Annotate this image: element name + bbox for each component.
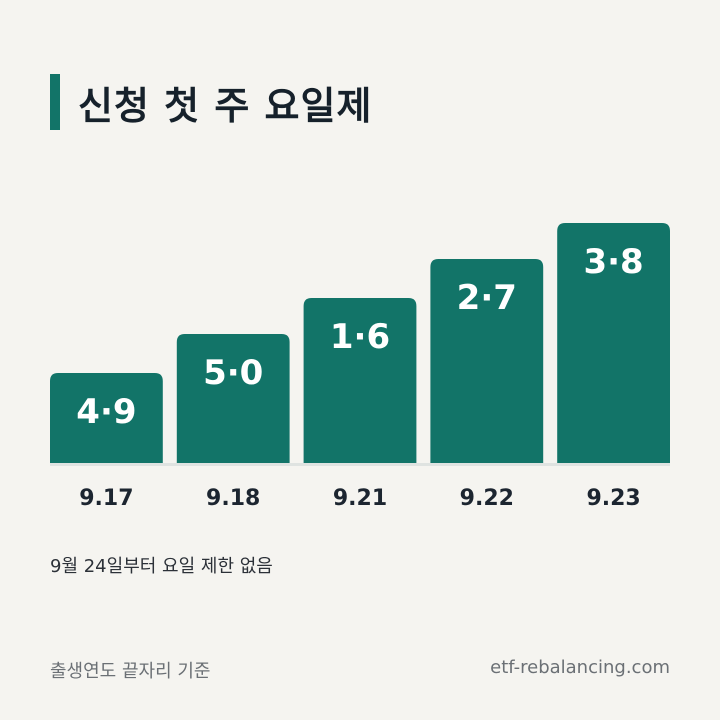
- bar-data-label: 1·6: [330, 317, 390, 357]
- chart-bar: [430, 259, 544, 463]
- chart-bar: [50, 373, 163, 463]
- bar-data-label: 4·9: [76, 392, 136, 432]
- x-tick-label: 9.18: [206, 486, 260, 511]
- chart-bar: [303, 298, 417, 463]
- page-title: 신청 첫 주 요일제: [78, 83, 373, 128]
- chart-note: 9월 24일부터 요일 제한 없음: [50, 556, 273, 577]
- x-tick-label: 9.21: [333, 486, 387, 511]
- x-tick-label: 9.22: [460, 486, 514, 511]
- x-tick-label: 9.23: [586, 486, 640, 511]
- title-block: 신청 첫 주 요일제: [50, 72, 372, 132]
- bar-data-label: 2·7: [457, 278, 517, 318]
- chart-baseline: [50, 463, 670, 466]
- title-accent-bar: [50, 74, 60, 130]
- footer-caption: 출생연도 끝자리 기준: [50, 661, 211, 682]
- bar-data-label: 3·8: [583, 242, 643, 282]
- chart-bar: [557, 223, 670, 463]
- chart-bar: [176, 334, 290, 463]
- footer-site-link[interactable]: etf-rebalancing.com: [490, 657, 670, 678]
- bar-data-label: 5·0: [203, 353, 263, 393]
- x-tick-label: 9.17: [79, 486, 133, 511]
